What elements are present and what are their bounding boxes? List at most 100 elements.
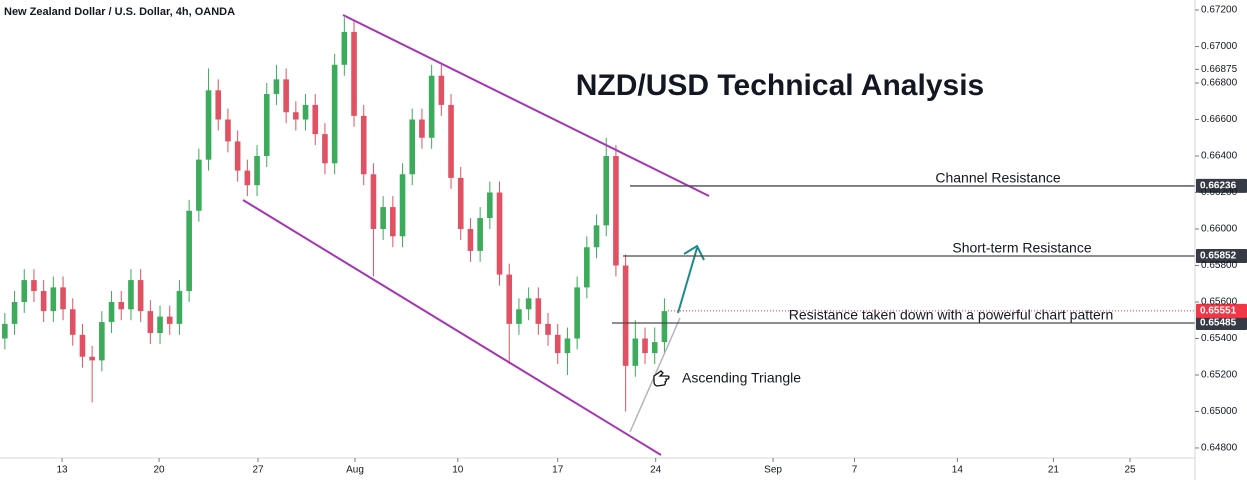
candle-body bbox=[50, 287, 57, 312]
y-tick-label: 0.67000 bbox=[1201, 41, 1238, 52]
price-box-label: 0.66236 bbox=[1200, 181, 1237, 192]
price-box bbox=[1196, 249, 1247, 264]
candle-body bbox=[506, 274, 513, 324]
candle-body bbox=[457, 177, 464, 229]
levels: Channel Resistance 0.66236 Short-term Resi… bbox=[612, 170, 1247, 330]
candle-body bbox=[564, 338, 571, 354]
candle-body bbox=[69, 309, 76, 335]
candle-body bbox=[390, 207, 396, 237]
x-tick-label: 21 bbox=[1048, 465, 1060, 476]
y-tick-label: 0.67200 bbox=[1201, 5, 1238, 16]
candle-body bbox=[351, 31, 357, 116]
candle-body bbox=[60, 287, 66, 310]
y-tick-label: 0.66875 bbox=[1201, 64, 1238, 75]
candles bbox=[2, 17, 668, 412]
candle-body bbox=[11, 301, 18, 324]
candle-body bbox=[225, 119, 231, 142]
candle-body bbox=[79, 334, 86, 357]
candle-body bbox=[341, 31, 348, 65]
chart-header: New Zealand Dollar / U.S. Dollar, 4h, OA… bbox=[4, 6, 235, 18]
candle-body bbox=[467, 229, 474, 251]
channel-upper bbox=[342, 14, 710, 197]
candle-body bbox=[118, 301, 125, 310]
candle-body bbox=[166, 316, 173, 324]
candle-body bbox=[293, 112, 299, 120]
candle-body bbox=[234, 141, 241, 171]
candle-body bbox=[632, 338, 639, 366]
candle-body bbox=[99, 322, 105, 361]
candle-body bbox=[215, 90, 222, 120]
price-box bbox=[1196, 315, 1247, 330]
candle-body bbox=[496, 192, 503, 275]
y-tick-label: 0.65000 bbox=[1201, 406, 1238, 417]
x-tick-label: 14 bbox=[952, 465, 964, 476]
candle-body bbox=[312, 104, 319, 135]
candle-body bbox=[147, 311, 154, 334]
channel-lower bbox=[242, 199, 662, 456]
candle-body bbox=[642, 338, 648, 354]
candle-body bbox=[651, 342, 658, 354]
candle-body bbox=[322, 134, 328, 164]
y-tick-label: 0.65800 bbox=[1201, 260, 1238, 271]
candle-body bbox=[254, 156, 260, 186]
candle-body bbox=[603, 156, 610, 226]
candle-body bbox=[448, 104, 454, 178]
candle-body bbox=[574, 287, 580, 339]
price-box-label: 0.65852 bbox=[1200, 251, 1237, 262]
candle-body bbox=[360, 115, 367, 175]
x-tick-label: 17 bbox=[552, 465, 564, 476]
candle-body bbox=[176, 291, 183, 324]
candle-body bbox=[428, 75, 435, 138]
y-tick-label: 0.65200 bbox=[1201, 370, 1238, 381]
last-price-box bbox=[1196, 303, 1247, 318]
candle-body bbox=[31, 280, 37, 292]
level-label: Short-term Resistance bbox=[952, 240, 1091, 256]
y-tick-label: 0.66600 bbox=[1201, 114, 1238, 125]
candle-body bbox=[419, 119, 425, 138]
candle-body bbox=[89, 356, 95, 361]
candle-body bbox=[477, 218, 483, 251]
candle-body bbox=[196, 159, 202, 211]
y-tick-label: 0.65400 bbox=[1201, 333, 1238, 344]
level-label: Resistance taken down with a powerful ch… bbox=[789, 307, 1114, 323]
price-box-label: 0.65485 bbox=[1200, 318, 1237, 329]
candle-body bbox=[273, 79, 280, 94]
candle-body bbox=[438, 75, 445, 105]
hand-icon bbox=[653, 370, 670, 387]
candle-body bbox=[263, 93, 270, 157]
last-price-label: 0.65551 bbox=[1200, 306, 1237, 317]
y-tick-label: 0.66200 bbox=[1201, 187, 1238, 198]
candle-body bbox=[622, 265, 629, 366]
candle-body bbox=[409, 119, 416, 175]
y-tick-label: 0.66000 bbox=[1201, 224, 1238, 235]
x-tick-label: 20 bbox=[154, 465, 166, 476]
candle-body bbox=[370, 174, 377, 229]
x-tick-label: 24 bbox=[650, 465, 662, 476]
chart-title: NZD/USD Technical Analysis bbox=[576, 69, 984, 102]
candle-body bbox=[186, 210, 192, 292]
x-tick-label: 7 bbox=[852, 465, 858, 476]
candle-body bbox=[40, 291, 47, 312]
candle-body bbox=[525, 298, 532, 310]
candle-body bbox=[535, 298, 542, 324]
candle-body bbox=[545, 323, 551, 335]
level-label: Channel Resistance bbox=[935, 170, 1061, 186]
candle-body bbox=[137, 280, 144, 312]
candle-body bbox=[380, 207, 386, 229]
x-tick-label: 25 bbox=[1124, 465, 1136, 476]
candle-body bbox=[283, 79, 289, 113]
x-tick-label: Aug bbox=[346, 465, 364, 476]
candle-body bbox=[244, 170, 251, 186]
candle-body bbox=[487, 192, 493, 219]
axes: 0.67200 0.67000 0.66875 0.66800 0.66600 0.664… bbox=[57, 5, 1238, 476]
arrow bbox=[677, 244, 705, 314]
candle-body bbox=[108, 301, 115, 323]
candle-body bbox=[584, 247, 590, 288]
y-tick-label: 0.66800 bbox=[1201, 78, 1238, 89]
candle-body bbox=[399, 174, 406, 237]
candle-body bbox=[21, 280, 28, 302]
annotation: Ascending Triangle bbox=[682, 370, 801, 386]
candle-body bbox=[302, 104, 309, 120]
